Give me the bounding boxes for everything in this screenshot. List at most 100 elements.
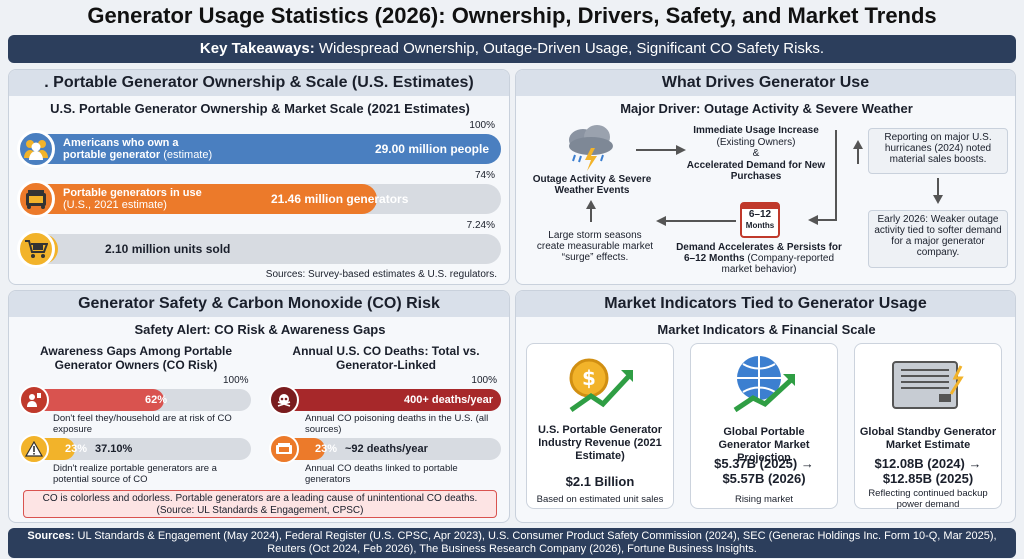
drivers-subtitle: Major Driver: Outage Activity & Severe W… (620, 101, 913, 116)
card2-desc: Rising market (734, 494, 794, 505)
awareness-pct: 100% (223, 375, 249, 386)
footer-lead: Sources: (27, 530, 75, 542)
arrow-left-icon (656, 216, 736, 226)
dollar-growth-icon: $ (569, 358, 633, 413)
card1-value: $2.1 Billion (565, 474, 635, 489)
page-title: Generator Usage Statistics (2026): Owner… (87, 3, 937, 28)
arrow-up-icon (853, 140, 863, 164)
deaths-value-2b: ~92 deaths/year (345, 443, 428, 455)
market-card-2: Global Portable Generator Market Project… (690, 343, 838, 509)
storm-text: Large storm seasons create measurable ma… (536, 230, 654, 263)
usage-demand: Accelerated Demand for New Purchases (686, 160, 826, 182)
generator-icon (17, 180, 55, 218)
bar-fill (23, 184, 377, 214)
co-note: CO is colorless and odorless. Portable g… (23, 490, 497, 518)
market-card-3: Global Standby Generator Market Estimate… (854, 343, 1002, 510)
bar3-value: 2.10 million units sold (105, 242, 231, 256)
standby-generator-icon (892, 361, 964, 409)
awareness-value-1: 62% (145, 394, 168, 406)
persist-title: Demand Accelerates & Persists for 6–12 M… (676, 242, 842, 264)
weather-label: Outage Activity & Severe Weather Events (532, 174, 652, 196)
deaths-bar-2: 23% ~92 deaths/year (269, 434, 501, 464)
skull-icon (269, 385, 299, 415)
deaths-value-2: 23% (315, 443, 338, 455)
bar1-value: 29.00 million people (374, 142, 489, 156)
banner-lead: Key Takeaways: (199, 40, 315, 57)
deaths-fill-1 (273, 389, 501, 411)
card2-title: Global Portable Generator Market Project… (718, 426, 810, 464)
generator-icon (269, 434, 299, 464)
drivers-panel: What Drives Generator Use Major Driver: … (515, 69, 1016, 285)
cart-icon (17, 230, 55, 268)
people-icon (17, 130, 55, 168)
storm-cloud-icon (569, 125, 613, 171)
safety-heading: Generator Safety & Carbon Monoxide (CO) … (9, 291, 509, 317)
bar1-label-note: (estimate) (160, 149, 213, 161)
card3-desc: Reflecting continued backup power demand (868, 488, 988, 510)
market-heading: Market Indicators Tied to Generator Usag… (516, 291, 1015, 317)
calendar-icon: 6–12 Months (740, 202, 780, 238)
awareness-value-2b: 37.10% (95, 443, 133, 455)
deaths-bar-1: 400+ deaths/year (269, 385, 501, 415)
awareness-value-2: 23% (65, 443, 88, 455)
sources-footer: Sources: UL Standards & Engagement (May … (8, 528, 1016, 558)
ownership-heading: . Portable Generator Ownership & Scale (… (9, 70, 509, 96)
note-hurricanes: Reporting on major U.S. hurricanes (2024… (868, 128, 1008, 174)
banner-text: Widespread Ownership, Outage-Driven Usag… (314, 40, 825, 57)
safety-panel: Generator Safety & Carbon Monoxide (CO) … (8, 290, 510, 523)
bar2-label-note: (U.S., 2021 estimate) (63, 199, 167, 211)
market-card-1: $ U.S. Portable Generator Industry Reven… (526, 343, 674, 509)
awareness-fill-1 (23, 389, 165, 411)
usage-sub: (Existing Owners) (716, 137, 796, 148)
usage-title: Immediate Usage Increase (693, 125, 819, 136)
usage-amp: & (752, 148, 760, 159)
awareness-desc-1: Don't feel they/household are at risk of… (53, 413, 232, 435)
arrow-down-icon (933, 178, 943, 204)
card1-title: U.S. Portable Generator Industry Revenue… (537, 424, 663, 462)
deaths-desc-2: Annual CO deaths linked to portable gene… (305, 463, 458, 485)
note-2026: Early 2026: Weaker outage activity tied … (868, 210, 1008, 268)
awareness-bar-2: 23% 37.10% (19, 434, 251, 464)
card1-desc: Based on estimated unit sales (536, 494, 664, 505)
arrow-right-icon (636, 145, 686, 155)
card2-value: $5.37B (2025) → $5.57B (2026) (714, 456, 814, 486)
ownership-panel: . Portable Generator Ownership & Scale (… (8, 69, 510, 285)
ownership-bar-1: Americans who own a portable generator (e… (17, 130, 501, 168)
globe-growth-icon (733, 356, 795, 413)
key-takeaways-banner: Key Takeaways: Widespread Ownership, Out… (8, 35, 1016, 63)
bar1-pct: 100% (469, 120, 495, 131)
awareness-bar-1: 62% (19, 385, 251, 415)
bar-fill (23, 134, 501, 164)
deaths-title: Annual U.S. CO Deaths: Total vs. Generat… (292, 344, 480, 372)
calendar-bottom: Months (745, 221, 775, 230)
footer-text: UL Standards & Engagement (May 2024), Fe… (74, 530, 997, 555)
flow-connector (808, 130, 837, 225)
card3-title: Global Standby Generator Market Estimate (859, 426, 997, 451)
warning-icon (19, 434, 49, 464)
calendar-top: 6–12 (748, 209, 772, 220)
bar1-label: Americans who own a portable generator (e… (63, 137, 212, 161)
bar2-label: Portable generators in use (U.S., 2021 es… (63, 187, 202, 211)
card3-value: $12.08B (2024) → $12.85B (2025) (874, 456, 982, 486)
bar3-pct: 7.24% (466, 220, 495, 231)
awareness-desc-2: Didn't realize portable generators are a… (53, 463, 217, 485)
deaths-value-1: 400+ deaths/year (404, 394, 493, 406)
bar2-pct: 74% (474, 170, 495, 181)
bar1-label-line1: Americans who own a (63, 137, 179, 149)
ownership-bar-3: 2.10 million units sold (17, 230, 501, 268)
awareness-title: Awareness Gaps Among Portable Generator … (39, 344, 233, 372)
person-alert-icon (19, 385, 49, 415)
bar1-label-line2: portable generator (63, 149, 161, 161)
deaths-pct: 100% (471, 375, 497, 386)
bar2-value: 21.46 million generators (271, 192, 409, 206)
ownership-bar-2: Portable generators in use (U.S., 2021 es… (17, 180, 501, 218)
deaths-desc-1: Annual CO poisoning deaths in the U.S. (… (305, 413, 489, 435)
persist-text: Demand Accelerates & Persists for 6–12 M… (674, 242, 844, 275)
svg-text:$: $ (582, 366, 596, 390)
drivers-heading: What Drives Generator Use (516, 70, 1015, 96)
safety-subtitle: Safety Alert: CO Risk & Awareness Gaps (134, 322, 386, 337)
ownership-subtitle: U.S. Portable Generator Ownership & Mark… (50, 101, 470, 116)
persist-sub: (Company-reported market behavior) (721, 253, 835, 275)
bar2-label-line1: Portable generators in use (63, 187, 202, 199)
arrow-up-icon (586, 200, 596, 222)
